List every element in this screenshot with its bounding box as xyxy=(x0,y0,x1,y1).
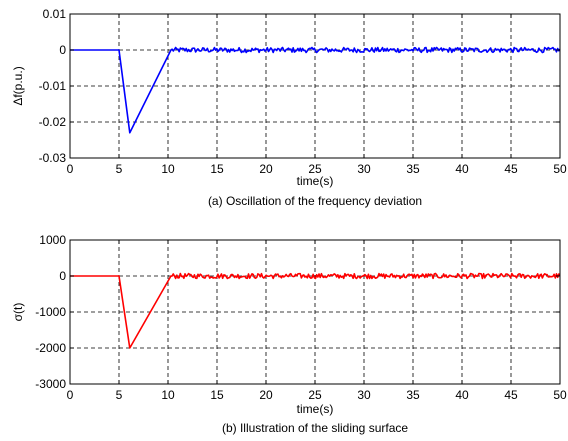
x-tick-label: 20 xyxy=(259,388,273,402)
x-tick-label: 15 xyxy=(210,388,224,402)
chart-sliding-surface: 0 5 10 15 20 25 30 35 40 45 50 1000 0 -1000 -2000 -3000… xyxy=(11,233,567,435)
y-tick-label: 1000 xyxy=(39,233,66,247)
series-line xyxy=(70,46,561,134)
y-axis-label: Δf(p.u.) xyxy=(11,66,25,105)
y-tick-label: -3000 xyxy=(35,377,66,391)
y-tick-label: -1000 xyxy=(35,305,66,319)
x-tick-label: 40 xyxy=(455,162,469,176)
x-tick-label: 45 xyxy=(504,162,518,176)
chart-caption: (a) Oscillation of the frequency deviati… xyxy=(208,194,422,208)
x-tick-label: 35 xyxy=(406,162,420,176)
y-tick-label: 0 xyxy=(59,269,66,283)
x-tick-label: 20 xyxy=(259,162,273,176)
x-tick-label: 40 xyxy=(455,388,469,402)
x-tick-label: 30 xyxy=(357,162,371,176)
x-tick-label: 15 xyxy=(210,162,224,176)
axis-ticks: 0 5 10 15 20 25 30 35 40 45 50 0.01 0 -0.01 -0.02 -0.03 xyxy=(39,7,567,176)
series-line xyxy=(70,272,561,349)
chart-caption: (b) Illustration of the sliding surface xyxy=(222,421,408,435)
y-tick-label: 0.01 xyxy=(43,7,67,21)
x-tick-label: 5 xyxy=(116,388,123,402)
axis-ticks: 0 5 10 15 20 25 30 35 40 45 50 1000 0 -1000 -2000 -3000 xyxy=(35,233,567,402)
x-tick-label: 25 xyxy=(308,388,322,402)
x-axis-label: time(s) xyxy=(297,174,334,188)
x-tick-label: 0 xyxy=(67,162,74,176)
x-tick-label: 5 xyxy=(116,162,123,176)
y-tick-label: -2000 xyxy=(35,341,66,355)
x-tick-label: 30 xyxy=(357,388,371,402)
x-tick-label: 50 xyxy=(553,388,567,402)
y-tick-label: 0 xyxy=(59,43,66,57)
x-tick-label: 10 xyxy=(161,162,175,176)
x-axis-label: time(s) xyxy=(297,402,334,416)
y-tick-label: -0.01 xyxy=(39,79,67,93)
x-tick-label: 10 xyxy=(161,388,175,402)
y-tick-label: -0.02 xyxy=(39,115,67,129)
x-tick-label: 0 xyxy=(67,388,74,402)
x-tick-label: 25 xyxy=(308,162,322,176)
chart-frequency-deviation: 0 5 10 15 20 25 30 35 40 45 50 0.01 0 -0.01 -0.02 -0.03… xyxy=(11,7,567,208)
x-tick-label: 35 xyxy=(406,388,420,402)
x-tick-label: 50 xyxy=(553,162,567,176)
y-axis-label: σ(t) xyxy=(11,303,25,322)
series-lines xyxy=(70,46,561,134)
x-tick-label: 45 xyxy=(504,388,518,402)
y-tick-label: -0.03 xyxy=(39,151,67,165)
series-lines xyxy=(70,272,561,349)
